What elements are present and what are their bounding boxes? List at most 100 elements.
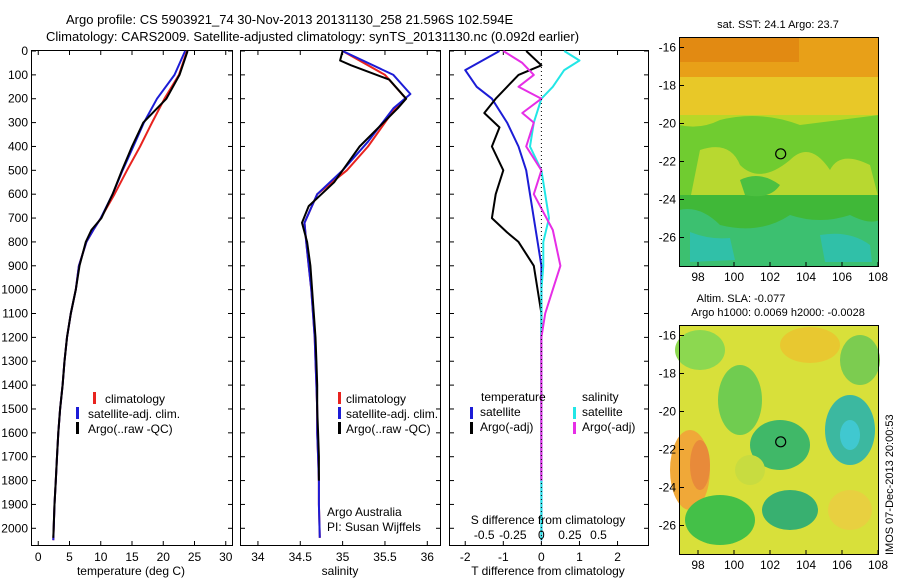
map-y-tick-label: -20 (659, 405, 677, 419)
map-x-tick-label: 106 (832, 270, 852, 284)
legend-swatch-argo (338, 422, 341, 434)
series-line-argo-raw-qc- (52, 50, 189, 538)
depth-tick-label: 1400 (1, 378, 28, 392)
legend-swatch-climatology (93, 392, 96, 404)
s-diff-tick-label: -0.25 (499, 528, 527, 542)
map-y-tick-label: -18 (659, 367, 677, 381)
annotation-pi: PI: Susan Wijffels (327, 520, 421, 534)
depth-tick-label: 1900 (1, 497, 28, 511)
map-y-tick-label: -20 (659, 117, 677, 131)
s-diff-tick-label: 0.5 (590, 528, 607, 542)
map-y-tick-label: -18 (659, 79, 677, 93)
series-line-satellite-adj-clim- (303, 50, 412, 538)
map-y-tick-label: -16 (659, 41, 677, 55)
map-x-tick-label: 98 (691, 270, 705, 284)
temperature-legend: climatology satellite-adj. clim. Argo(..… (76, 392, 180, 436)
legend-label-satellite: satellite-adj. clim. (88, 407, 180, 421)
sst-map-title: sat. SST: 24.1 Argo: 23.7 (717, 19, 839, 31)
legend-label-argo: Argo(..raw -QC) (346, 422, 431, 436)
legend-swatch-s-satellite (573, 407, 576, 419)
x-tick-label: 5 (66, 550, 73, 564)
x-tick-label: 1 (576, 550, 583, 564)
annotation-argo-australia: Argo Australia (327, 505, 402, 519)
legend-swatch-t-argo (470, 422, 473, 434)
salinity-legend: climatology satellite-adj. clim. Argo(..… (338, 392, 438, 436)
depth-tick-label: 900 (8, 259, 28, 273)
map-x-tick-label: 104 (796, 558, 816, 572)
depth-tick-label: 200 (8, 92, 28, 106)
x-tick-label: 15 (125, 550, 139, 564)
map-y-tick-label: -26 (659, 231, 677, 245)
map-x-tick-label: 106 (832, 558, 852, 572)
map-x-tick-label: 100 (724, 270, 744, 284)
series-line-climatology (52, 50, 188, 541)
x-tick-label: 20 (157, 550, 171, 564)
depth-tick-label: 0 (21, 44, 28, 58)
series-line-salinity-argo-adj- (502, 50, 562, 481)
x-tick-label: 25 (188, 550, 202, 564)
depth-tick-label: 600 (8, 187, 28, 201)
x-tick-label: 0 (35, 550, 42, 564)
depth-tick-label: 1000 (1, 283, 28, 297)
map-x-tick-label: 102 (760, 270, 780, 284)
depth-tick-label: 100 (8, 68, 28, 82)
depth-tick-label: 1500 (1, 402, 28, 416)
x-tick-label: 0 (538, 550, 545, 564)
x-tick-label: 34 (251, 550, 265, 564)
sst-float-marker (775, 148, 787, 160)
legend-title-salinity: salinity (582, 390, 619, 404)
s-diff-tick-label: 0.25 (558, 528, 582, 542)
map-x-tick-label: 102 (760, 558, 780, 572)
sla-map-title-line1: Altim. SLA: -0.077 (697, 293, 786, 305)
x-tick-label: 2 (614, 550, 621, 564)
legend-swatch-argo (76, 422, 79, 434)
t-difference-axis-label: T difference from climatology (471, 564, 625, 578)
depth-tick-label: 800 (8, 235, 28, 249)
depth-tick-label: 1800 (1, 474, 28, 488)
legend-swatch-t-satellite (470, 407, 473, 419)
imos-credit: IMOS 07-Dec-2013 20:00:53 (884, 414, 896, 555)
x-tick-label: 10 (94, 550, 108, 564)
sst-map-frame (679, 37, 879, 267)
legend-title-temperature: temperature (481, 390, 546, 404)
sst-map (679, 37, 879, 267)
legend-swatch-satellite (76, 407, 79, 419)
map-x-tick-label: 104 (796, 270, 816, 284)
map-y-tick-label: -26 (659, 519, 677, 533)
depth-tick-label: 1600 (1, 426, 28, 440)
depth-tick-label: 500 (8, 163, 28, 177)
s-difference-axis-label: S difference from climatology (471, 513, 626, 527)
depth-tick-label: 1100 (2, 307, 28, 321)
temperature-panel-frame (31, 50, 233, 546)
depth-tick-label: 300 (8, 116, 28, 130)
map-y-tick-label: -24 (659, 193, 677, 207)
map-x-tick-label: 100 (724, 558, 744, 572)
header-line1: Argo profile: CS 5903921_74 30-Nov-2013 … (66, 12, 514, 27)
map-y-tick-label: -22 (659, 443, 677, 457)
x-tick-label: -1 (498, 550, 509, 564)
legend-label-argo: Argo(..raw -QC) (88, 422, 173, 436)
salinity-panel-frame (240, 50, 441, 546)
legend-swatch-satellite (338, 407, 341, 419)
map-y-tick-label: -22 (659, 155, 677, 169)
header-line2: Climatology: CARS2009. Satellite-adjuste… (46, 29, 580, 44)
legend-swatch-s-argo (573, 422, 576, 434)
difference-panel-frame (449, 50, 649, 546)
depth-tick-label: 1700 (1, 450, 28, 464)
depth-tick-label: 400 (8, 139, 28, 153)
x-tick-label: 35.5 (373, 550, 397, 564)
legend-label-climatology: climatology (346, 392, 406, 406)
map-x-tick-label: 108 (868, 558, 888, 572)
legend-swatch-climatology (338, 392, 341, 404)
s-diff-tick-label: -0.5 (474, 528, 495, 542)
x-tick-label: 35 (336, 550, 350, 564)
map-x-tick-label: 98 (691, 558, 705, 572)
depth-tick-label: 1200 (1, 330, 28, 344)
series-line-satellite-adj-clim- (52, 50, 187, 541)
sla-map (670, 325, 880, 555)
legend-label-satellite: satellite-adj. clim. (346, 407, 438, 421)
temperature-axis-label: temperature (deg C) (77, 564, 185, 578)
legend-label-t-argo: Argo(-adj) (480, 420, 533, 434)
map-y-tick-label: -24 (659, 481, 677, 495)
